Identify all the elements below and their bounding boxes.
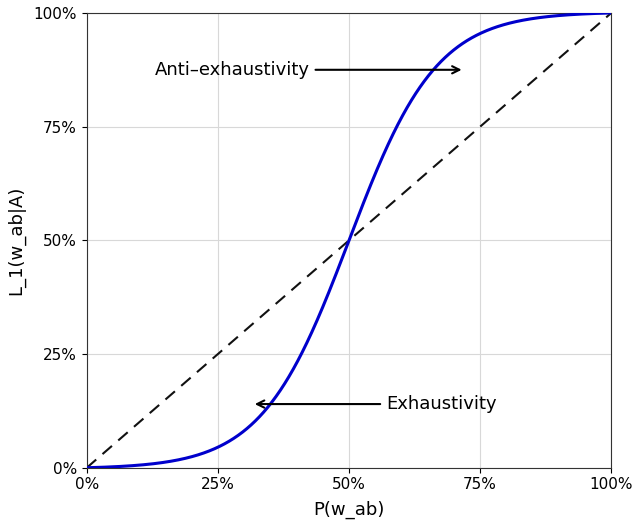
Text: Anti–exhaustivity: Anti–exhaustivity	[155, 61, 460, 79]
X-axis label: P(w_ab): P(w_ab)	[314, 501, 385, 519]
Y-axis label: L_1(w_ab|A): L_1(w_ab|A)	[7, 186, 25, 295]
Text: Exhaustivity: Exhaustivity	[257, 395, 497, 413]
